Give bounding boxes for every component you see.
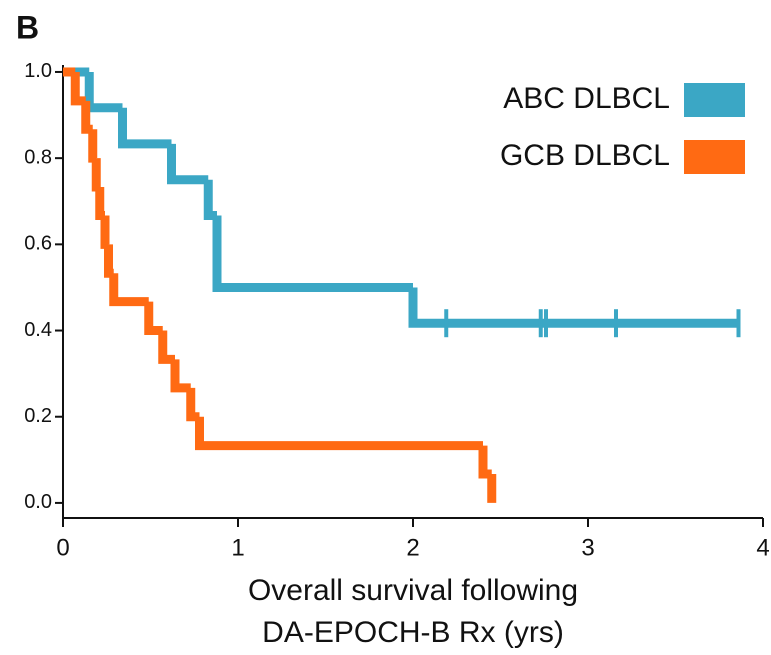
y-tick-label: 0.8 bbox=[24, 146, 52, 168]
survival-step bbox=[84, 71, 123, 113]
survival-step bbox=[212, 215, 413, 292]
survival-step bbox=[100, 215, 110, 249]
legend-swatch bbox=[684, 140, 745, 174]
survival-step bbox=[104, 244, 114, 278]
panel-label: B bbox=[16, 9, 39, 45]
x-axis-label: Overall survival following bbox=[248, 574, 578, 607]
x-tick-label: 1 bbox=[231, 534, 244, 561]
x-tick-label: 2 bbox=[406, 534, 419, 561]
y-tick-label: 0.0 bbox=[24, 491, 52, 513]
survival-step bbox=[167, 143, 209, 185]
survival-step bbox=[170, 359, 191, 393]
survival-step bbox=[144, 301, 163, 336]
y-tick-label: 1.0 bbox=[24, 60, 52, 82]
x-tick-label: 3 bbox=[581, 534, 594, 561]
survival-step bbox=[186, 387, 200, 422]
y-tick-label: 0.6 bbox=[24, 233, 52, 255]
survival-step bbox=[478, 445, 492, 479]
survival-step bbox=[195, 416, 483, 451]
survival-step bbox=[203, 179, 217, 220]
legend-label: ABC DLBCL bbox=[503, 82, 670, 115]
x-tick-label: 0 bbox=[56, 534, 69, 561]
survival-step bbox=[95, 187, 105, 220]
x-axis-label: DA-EPOCH-B Rx (yrs) bbox=[262, 616, 564, 649]
y-tick-label: 0.4 bbox=[24, 319, 52, 341]
survival-step bbox=[118, 107, 172, 149]
survival-step bbox=[408, 287, 739, 328]
survival-step bbox=[70, 71, 86, 106]
x-tick-label: 4 bbox=[756, 534, 769, 561]
legend-swatch bbox=[684, 83, 745, 117]
survival-step bbox=[109, 273, 149, 307]
survival-step bbox=[91, 158, 101, 192]
survival-step bbox=[158, 330, 175, 364]
legend-label: GCB DLBCL bbox=[500, 139, 670, 172]
y-tick-label: 0.2 bbox=[24, 405, 52, 427]
survival-step bbox=[88, 129, 98, 163]
